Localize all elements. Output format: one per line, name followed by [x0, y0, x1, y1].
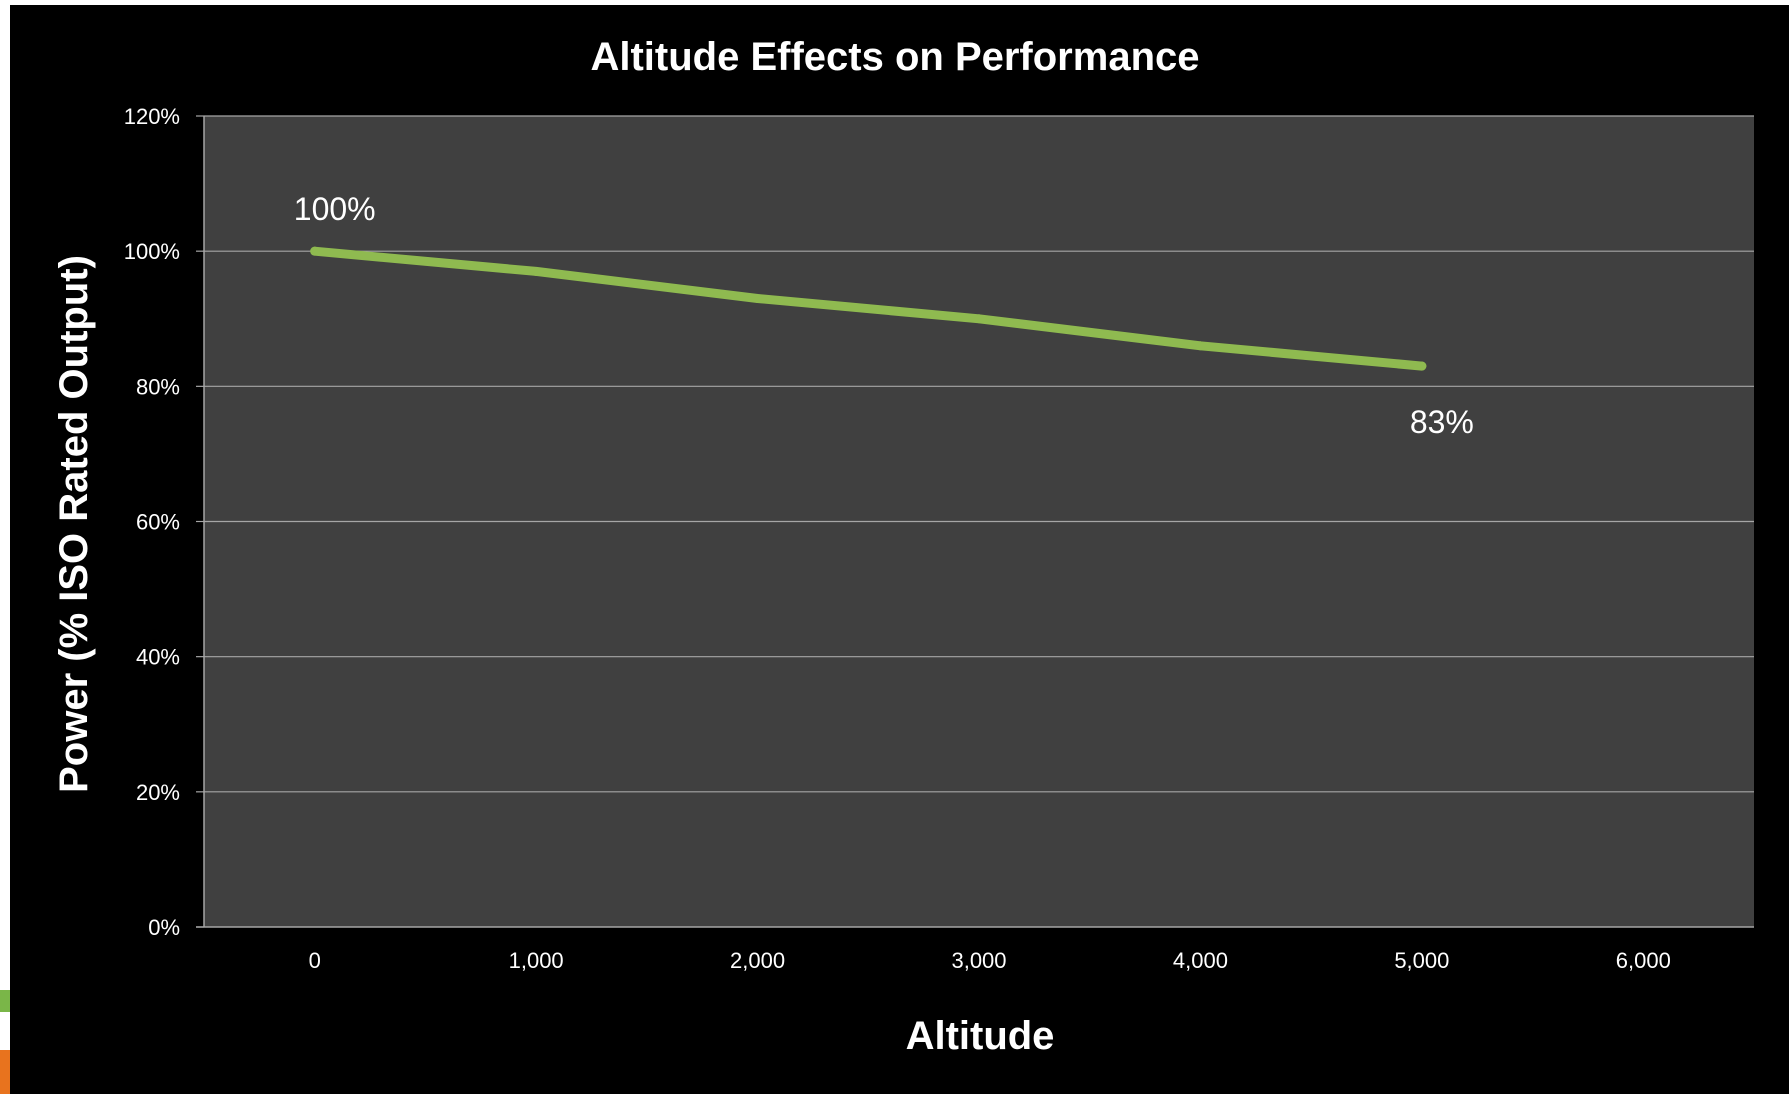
- y-tick-label: 120%: [124, 104, 180, 129]
- chart-title: Altitude Effects on Performance: [590, 35, 1199, 79]
- y-tick-label: 40%: [136, 645, 180, 670]
- slide-edge-top: [0, 0, 1789, 5]
- data-point: [1195, 341, 1205, 351]
- y-tick-label: 20%: [136, 780, 180, 805]
- x-axis-label: Altitude: [906, 1014, 1055, 1058]
- logo-swoosh-green: [0, 990, 10, 1012]
- data-point: [974, 314, 984, 324]
- x-tick-label: 6,000: [1616, 948, 1671, 973]
- series-line: [310, 246, 1427, 371]
- x-tick-label: 3,000: [951, 948, 1006, 973]
- x-tick-label: 4,000: [1173, 948, 1228, 973]
- data-label: 83%: [1410, 404, 1474, 440]
- data-point: [1417, 361, 1427, 371]
- data-point: [310, 246, 320, 256]
- y-axis-label: Power (% ISO Rated Output): [52, 255, 96, 793]
- logo-swoosh-orange: [0, 1050, 10, 1094]
- x-tick-label: 5,000: [1394, 948, 1449, 973]
- y-tick-label: 0%: [148, 915, 180, 940]
- y-tick-label: 100%: [124, 239, 180, 264]
- data-label: 100%: [294, 191, 376, 227]
- data-point: [753, 293, 763, 303]
- plot-area: 0% 20% 40% 60% 80% 100% 120% 0 1,000 2,000 3,000 4,…: [124, 104, 1754, 973]
- y-tick-label: 80%: [136, 374, 180, 399]
- x-tick-label: 1,000: [509, 948, 564, 973]
- x-tick-label: 0: [309, 948, 321, 973]
- x-tick-label: 2,000: [730, 948, 785, 973]
- data-point: [531, 266, 541, 276]
- slide-edge-left: [0, 0, 10, 1094]
- y-tick-label: 60%: [136, 510, 180, 535]
